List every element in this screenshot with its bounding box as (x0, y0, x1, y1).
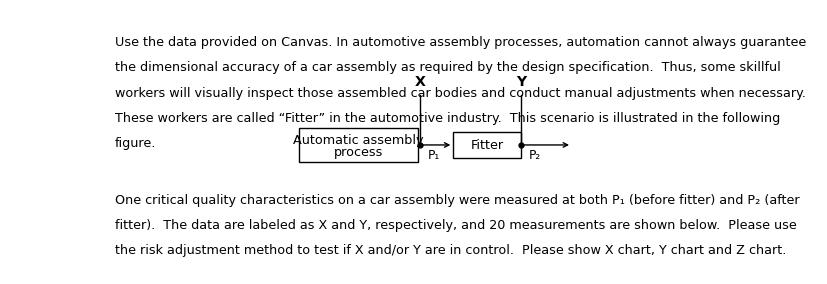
Bar (299, 128, 418, 162)
Text: the dimensional accuracy of a car assembly as required by the design specificati: the dimensional accuracy of a car assemb… (115, 61, 780, 74)
Text: fitter).  The data are labeled as X and Y, respectively, and 20 measurements are: fitter). The data are labeled as X and Y… (115, 219, 796, 232)
Text: the risk adjustment method to test if X and/or Y are in control.  Please show X : the risk adjustment method to test if X … (115, 244, 786, 257)
Text: Fitter: Fitter (470, 139, 503, 152)
Text: These workers are called “Fitter” in the automotive industry.  This scenario is : These workers are called “Fitter” in the… (115, 112, 779, 125)
Text: P₁: P₁ (428, 149, 440, 162)
Text: P₂: P₂ (528, 149, 540, 162)
Text: process: process (333, 146, 383, 159)
Text: workers will visually inspect those assembled car bodies and conduct manual adju: workers will visually inspect those asse… (115, 87, 805, 100)
Text: figure.: figure. (115, 137, 156, 150)
Bar (452, 132, 520, 158)
Text: Use the data provided on Canvas. In automotive assembly processes, automation ca: Use the data provided on Canvas. In auto… (115, 36, 805, 49)
Text: X: X (414, 75, 425, 89)
Text: Y: Y (515, 75, 526, 89)
Text: Automatic assembly: Automatic assembly (293, 135, 423, 147)
Text: One critical quality characteristics on a car assembly were measured at both P₁ : One critical quality characteristics on … (115, 194, 799, 207)
